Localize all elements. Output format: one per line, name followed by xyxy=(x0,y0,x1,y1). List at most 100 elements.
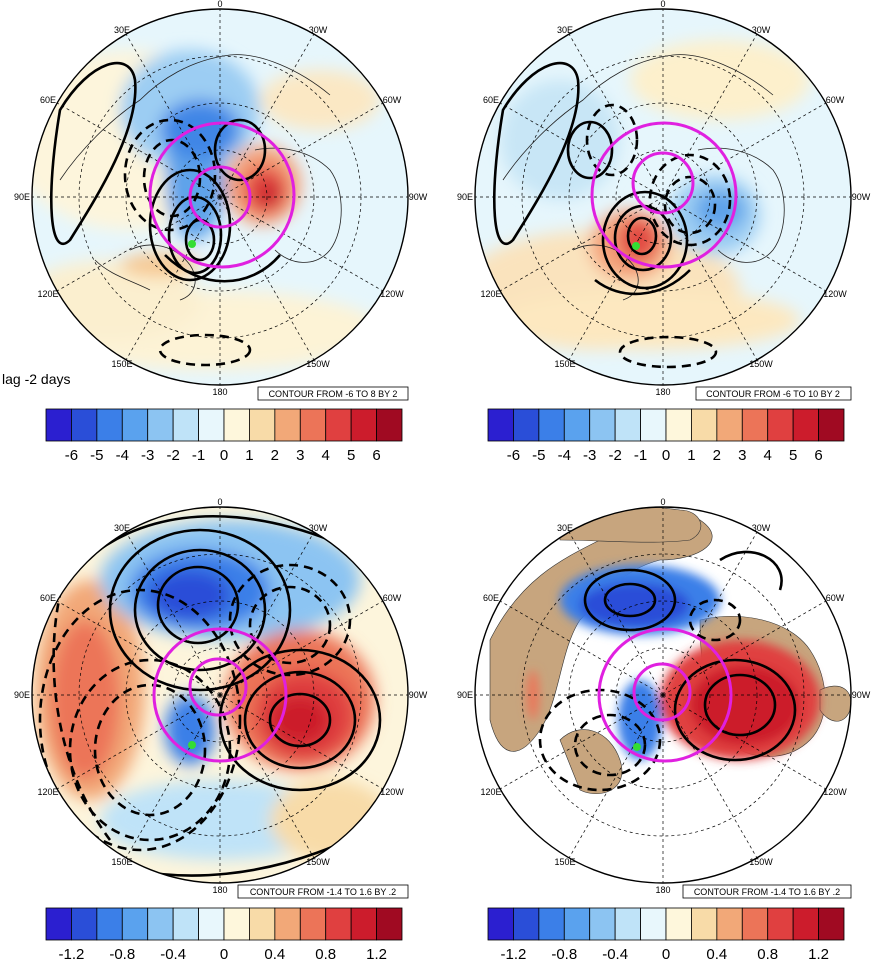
longitude-label-mid-lower-right: 120W xyxy=(380,787,404,797)
contour-info-bottom-left: CONTOUR FROM -1.4 TO 1.6 BY .2 xyxy=(237,884,409,899)
shading-bottom-right xyxy=(475,507,851,883)
longitude-label-top: 0 xyxy=(217,497,222,507)
colorbar-tick-label: -1 xyxy=(634,447,647,464)
longitude-label-lower-right: 150W xyxy=(749,359,773,369)
colorbar-swatch xyxy=(487,907,514,941)
colorbar-swatch xyxy=(96,408,123,442)
colorbar-top-right: -6 -5 -4 -3 -2 -1 0 1 2 3 4 5 6 xyxy=(487,408,845,464)
colorbar-tick-label: 5 xyxy=(347,447,355,464)
longitude-label-upper-right: 30W xyxy=(752,523,771,533)
longitude-label-upper-left: 30E xyxy=(557,25,573,35)
colorbar-tick-label: -5 xyxy=(90,447,103,464)
longitude-label-mid-lower-right: 120W xyxy=(380,289,404,299)
colorbar-tick-label: 6 xyxy=(372,447,380,464)
colorbar-swatch xyxy=(299,408,327,442)
colorbar-tick-label: 3 xyxy=(296,447,304,464)
longitude-label-lower-left: 150E xyxy=(554,359,575,369)
colorbar-swatch xyxy=(792,907,819,941)
colorbar-swatch xyxy=(350,907,377,941)
colorbar-tick-label: -2 xyxy=(608,447,621,464)
longitude-label-right: 90W xyxy=(852,690,871,700)
colorbar-tick-label: 0 xyxy=(662,447,670,464)
colorbar-tick-label: -3 xyxy=(141,447,154,464)
colorbar-swatch xyxy=(563,408,591,442)
shading-bottom-left xyxy=(32,507,408,883)
colorbar-swatch xyxy=(198,408,225,442)
colorbar-swatch xyxy=(691,907,718,941)
contour-info-top-left: CONTOUR FROM -6 TO 8 BY 2 xyxy=(257,386,409,401)
colorbar-swatch xyxy=(538,408,565,442)
colorbar-swatch xyxy=(172,408,199,442)
colorbar-tick-label: -1 xyxy=(192,447,205,464)
colorbar-tick-label: 0.8 xyxy=(315,946,336,963)
colorbar-swatch xyxy=(147,907,174,941)
longitude-label-mid-lower-left: 120E xyxy=(37,289,58,299)
colorbar-swatch xyxy=(767,408,794,442)
colorbar-tick-label: -1.2 xyxy=(58,946,84,963)
longitude-label-mid-lower-left: 120E xyxy=(37,787,58,797)
colorbar-tick-label: -4 xyxy=(558,447,571,464)
contour-info-text: CONTOUR FROM -6 TO 8 BY 2 xyxy=(269,389,398,399)
longitude-label-bottom: 180 xyxy=(212,885,227,895)
longitude-label-mid-upper-right: 60W xyxy=(826,95,845,105)
longitude-label-right: 90W xyxy=(409,192,428,202)
colorbar-tick-label: -4 xyxy=(116,447,129,464)
colorbar-swatch xyxy=(172,907,199,941)
colorbar-swatch xyxy=(274,408,301,442)
colorbar-swatch xyxy=(589,907,616,941)
colorbar-swatch xyxy=(121,907,149,941)
colorbar-tick-label: 0.4 xyxy=(264,946,285,963)
longitude-label-lower-right: 150W xyxy=(306,857,330,867)
colorbar-swatch xyxy=(147,408,174,442)
colorbar-swatch xyxy=(818,408,845,442)
colorbar-swatch xyxy=(513,408,540,442)
longitude-label-upper-right: 30W xyxy=(309,523,328,533)
longitude-label-mid-upper-right: 60W xyxy=(826,593,845,603)
colorbar-swatch xyxy=(665,408,692,442)
shading-top-left xyxy=(32,9,408,385)
longitude-label-left: 90E xyxy=(14,690,30,700)
colorbar-swatch xyxy=(274,907,301,941)
colorbar-tick-label: -6 xyxy=(65,447,78,464)
colorbar-tick-label: 0 xyxy=(220,447,228,464)
longitude-label-upper-left: 30E xyxy=(114,25,130,35)
colorbar-swatch xyxy=(223,408,250,442)
colorbar-swatch xyxy=(792,408,819,442)
longitude-label-lower-left: 150E xyxy=(554,857,575,867)
longitude-label-lower-left: 150E xyxy=(111,359,132,369)
colorbar-tick-label: -2 xyxy=(166,447,179,464)
colorbar-swatch xyxy=(299,907,327,941)
colorbar-swatch xyxy=(71,907,98,941)
colorbar-tick-label: -0.4 xyxy=(602,946,628,963)
contour-info-text: CONTOUR FROM -1.4 TO 1.6 BY .2 xyxy=(694,887,840,897)
longitude-label-bottom: 180 xyxy=(655,387,670,397)
colorbar-tick-label: 6 xyxy=(814,447,822,464)
colorbar-swatch xyxy=(45,408,72,442)
colorbar-tick-label: -6 xyxy=(507,447,520,464)
colorbar-swatch xyxy=(716,408,743,442)
colorbar-swatch xyxy=(487,408,514,442)
colorbar-swatch xyxy=(249,408,276,442)
colorbar-swatch xyxy=(223,907,250,941)
colorbar-swatch xyxy=(121,408,149,442)
colorbar-swatch xyxy=(741,408,769,442)
colorbar-tick-label: -0.8 xyxy=(109,946,135,963)
longitude-label-mid-lower-left: 120E xyxy=(480,289,501,299)
colorbar-swatch xyxy=(691,408,718,442)
contour-info-top-right: CONTOUR FROM -6 TO 10 BY 2 xyxy=(695,386,852,401)
longitude-label-bottom: 180 xyxy=(655,885,670,895)
longitude-label-left: 90E xyxy=(457,192,473,202)
colorbar-swatch xyxy=(563,907,591,941)
colorbar-tick-label: -0.4 xyxy=(160,946,186,963)
contour-info-text: CONTOUR FROM -1.4 TO 1.6 BY .2 xyxy=(250,887,396,897)
longitude-label-lower-right: 150W xyxy=(749,857,773,867)
colorbar-bottom-right: -1.2 -0.8 -0.4 0 0.4 0.8 1.2 xyxy=(487,907,845,963)
longitude-label-bottom: 180 xyxy=(212,387,227,397)
longitude-label-mid-lower-left: 120E xyxy=(480,787,501,797)
colorbar-swatch xyxy=(376,408,403,442)
colorbar-swatch xyxy=(589,408,616,442)
map-panel-bottom-left xyxy=(31,506,409,884)
colorbar-tick-label: 3 xyxy=(738,447,746,464)
colorbar-tick-label: 2 xyxy=(271,447,279,464)
